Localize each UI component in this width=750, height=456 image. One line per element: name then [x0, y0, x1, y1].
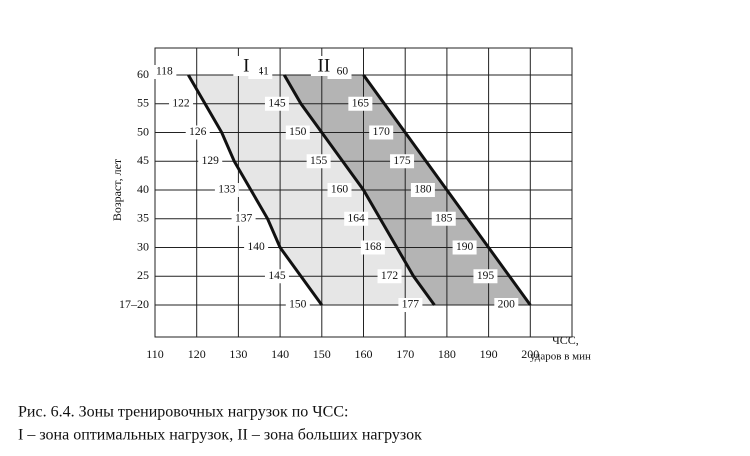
label-bg	[152, 65, 177, 79]
value-label: 150	[289, 126, 307, 138]
zone-boundary	[362, 74, 532, 306]
x-tick-label: 110	[146, 347, 164, 361]
value-label: 168	[364, 241, 382, 253]
value-label: 160	[331, 184, 349, 196]
zone-label: II	[318, 55, 331, 76]
y-tick-label: 35	[137, 211, 149, 225]
label-bg	[369, 125, 394, 140]
label-bg	[244, 240, 269, 255]
label-bg	[410, 183, 435, 197]
label-bg	[452, 240, 477, 255]
value-label: 155	[310, 155, 328, 167]
caption: Рис. 6.4. Зоны тренировочных нагрузок по…	[18, 404, 348, 421]
label-bg	[264, 96, 289, 111]
x-tick-label: 170	[396, 347, 414, 361]
x-axis-label: ударов в мин	[530, 351, 591, 363]
value-label: 133	[218, 184, 236, 196]
x-tick-label: 190	[480, 347, 498, 361]
label-bg	[398, 298, 423, 312]
label-bg	[344, 211, 369, 226]
y-axis-label: Возраст, лет	[110, 158, 124, 221]
label-bg	[348, 96, 373, 111]
label-bg	[327, 183, 352, 197]
label-bg	[310, 56, 337, 76]
value-label: 165	[352, 97, 370, 109]
label-bg	[285, 298, 310, 312]
value-label: 200	[498, 299, 516, 311]
value-label: 190	[456, 241, 474, 253]
label-bg	[285, 125, 310, 140]
value-label: 150	[289, 299, 307, 311]
label-bg	[390, 154, 415, 169]
y-tick-label: 17–20	[119, 297, 149, 311]
label-bg	[306, 154, 331, 169]
label-bg	[360, 240, 385, 255]
x-tick-label: 180	[438, 347, 456, 361]
label-bg	[377, 269, 402, 284]
zone-boundary	[282, 74, 436, 306]
label-bg	[264, 269, 289, 284]
value-label: 164	[348, 212, 366, 224]
zone-label: I	[243, 55, 249, 76]
value-label: 175	[393, 155, 411, 167]
label-bg	[185, 125, 210, 140]
y-tick-label: 45	[137, 153, 149, 167]
value-label: 126	[189, 126, 207, 138]
label-bg	[231, 211, 256, 226]
value-label: 177	[402, 299, 420, 311]
value-label: 137	[235, 212, 253, 224]
label-bg	[431, 211, 456, 226]
zone-boundary	[187, 74, 324, 306]
value-label: 122	[172, 97, 190, 109]
value-label: 145	[268, 270, 286, 282]
y-tick-label: 50	[137, 124, 149, 138]
caption: I – зона оптимальных нагрузок, II – зона…	[18, 427, 422, 444]
x-tick-label: 200	[521, 347, 539, 361]
x-tick-label: 140	[271, 347, 289, 361]
x-tick-label: 130	[229, 347, 247, 361]
y-tick-label: 40	[137, 182, 149, 196]
value-label: 129	[202, 155, 220, 167]
label-bg	[233, 56, 260, 76]
label-bg	[494, 298, 519, 312]
label-bg	[169, 96, 194, 111]
value-label: 140	[247, 241, 265, 253]
value-label: 172	[381, 270, 399, 282]
x-tick-label: 120	[188, 347, 206, 361]
y-tick-label: 25	[137, 268, 149, 282]
label-bg	[473, 269, 498, 284]
value-label: 118	[156, 66, 173, 78]
y-tick-label: 30	[137, 239, 149, 253]
x-tick-label: 160	[355, 347, 373, 361]
value-label: 195	[477, 270, 495, 282]
x-axis-label: ЧСС,	[552, 333, 579, 347]
y-tick-label: 60	[137, 67, 149, 81]
value-label: 145	[268, 97, 286, 109]
value-label: 185	[435, 212, 453, 224]
value-label: 180	[414, 184, 432, 196]
label-bg	[214, 183, 239, 197]
label-bg	[198, 154, 223, 169]
x-tick-label: 150	[313, 347, 331, 361]
value-label: 170	[373, 126, 391, 138]
y-tick-label: 55	[137, 96, 149, 110]
